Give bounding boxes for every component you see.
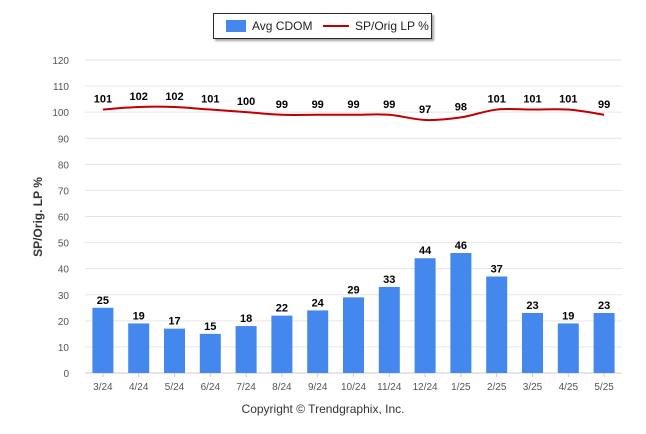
x-tick-label: 1/25 [451,382,471,393]
bar-data-label: 24 [312,297,325,309]
line-data-label: 99 [276,99,288,111]
x-tick-label: 4/24 [129,382,149,393]
legend-item-lp[interactable]: SP/Orig LP % [323,14,429,38]
copyright-label: Copyright © Trendgraphix, Inc. [241,402,405,416]
bar-data-label: 23 [598,300,610,312]
line-data-label: 102 [130,91,148,103]
bar [557,323,579,373]
x-tick-label: 5/25 [594,382,614,393]
bar [235,326,257,373]
legend-lp-label: SP/Orig LP % [355,19,429,33]
line-data-label: 99 [312,99,324,111]
bar-data-label: 46 [455,240,467,252]
line-data-label: 101 [559,94,577,106]
bar-data-label: 37 [491,263,503,275]
bar [343,297,364,373]
bar-data-label: 15 [204,321,216,333]
x-tick-label: 9/24 [308,382,328,393]
y-tick-label: 120 [52,56,69,67]
sp-orig-lp-line [102,105,605,122]
line-data-label: 98 [455,101,467,113]
y-axis-title: SP/Orig. LP % [31,177,45,257]
y-tick-label: 110 [53,82,69,93]
x-tick-label: 3/25 [523,382,543,393]
bar-data-label: 29 [347,284,359,296]
bar-data-label: 33 [383,274,395,286]
legend-item-cdom[interactable]: Avg CDOM [226,14,312,38]
bar [164,328,185,373]
chart-legend: Avg CDOM SP/Orig LP % [213,13,432,39]
line-data-label: 99 [598,99,610,111]
bar-data-label: 18 [240,313,252,325]
bar [593,313,615,373]
y-tick-label: 30 [58,291,70,302]
bar-data-label: 17 [168,316,180,328]
legend-line-swatch [323,25,349,27]
bar-data-label: 19 [133,310,145,322]
y-tick-label: 100 [52,108,69,119]
x-tick-label: 7/24 [236,382,256,393]
line-data-label: 99 [347,99,359,111]
legend-cdom-label: Avg CDOM [252,19,313,33]
bar [450,253,472,373]
y-tick-label: 20 [58,317,70,328]
y-tick-label: 10 [58,343,70,354]
y-tick-label: 60 [58,213,70,224]
y-tick-label: 0 [63,369,69,380]
x-tick-label: 3/24 [93,382,113,393]
x-tick-label: 10/24 [341,382,366,393]
bar [486,276,508,373]
bar [92,307,114,373]
line-data-label: 101 [201,94,219,106]
line-data-label: 97 [419,104,431,116]
x-tick-label: 5/24 [165,382,185,393]
bar [307,310,329,373]
line-data-label: 101 [94,94,112,106]
line-data-label: 101 [523,94,541,106]
line-data-label: 100 [237,96,255,108]
x-tick-label: 11/24 [377,382,402,393]
y-tick-label: 40 [58,265,70,276]
line-data-label: 99 [383,99,395,111]
bar-data-label: 44 [419,245,432,257]
y-tick-label: 70 [58,186,70,197]
copyright-text: Copyright © Trendgraphix, Inc. [0,402,646,416]
x-tick-label: 4/25 [559,382,579,393]
bar [522,313,543,373]
x-tick-label: 2/25 [487,382,507,393]
bar-data-label: 22 [276,303,288,315]
bar-data-label: 19 [562,310,574,322]
y-tick-label: 50 [58,239,70,250]
y-tick-label: 90 [58,134,70,145]
bar [271,315,293,373]
bar [128,323,150,373]
legend-bar-swatch [226,20,246,32]
line-data-label: 101 [488,94,506,106]
line-data-label: 102 [165,91,183,103]
x-tick-label: 6/24 [201,382,221,393]
bar-data-label: 23 [526,300,538,312]
bar [414,258,436,373]
bar [199,333,221,373]
x-tick-label: 8/24 [272,382,292,393]
bar-data-label: 25 [97,295,109,307]
bar [378,286,400,373]
y-tick-label: 80 [58,160,70,171]
x-tick-label: 12/24 [413,382,438,393]
